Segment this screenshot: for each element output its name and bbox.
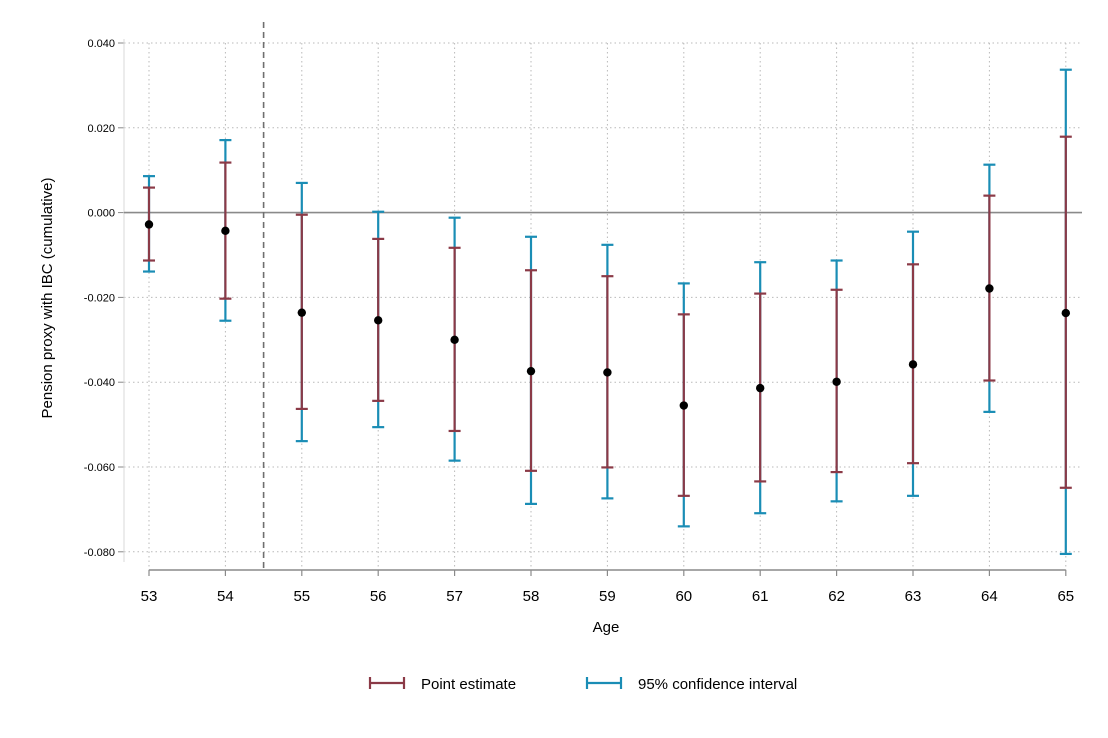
- x-tick-label: 62: [828, 588, 845, 605]
- x-axis: 53 54 55 56 57 58 59 60 61 62 63 64 65: [141, 569, 1074, 605]
- point-estimate-marker: [908, 360, 918, 369]
- legend-label-confidence-interval: 95% confidence interval: [638, 676, 797, 693]
- y-tick-label: -0.080: [84, 547, 115, 559]
- x-axis-title: Age: [593, 619, 620, 636]
- point-estimate-marker: [832, 377, 841, 386]
- point-estimate-marker: [1061, 308, 1071, 318]
- y-tick-label: 0.040: [87, 38, 115, 50]
- x-tick-label: 64: [981, 588, 998, 605]
- point-estimate-marker: [144, 220, 154, 229]
- x-tick-label: 54: [217, 588, 234, 605]
- y-axis: 0.040 0.020 0.000 -0.020 -0.040 -0.060 -0.080: [84, 38, 125, 562]
- x-tick-label: 61: [752, 588, 769, 605]
- y-tick-label: -0.060: [84, 462, 115, 474]
- x-tick-label: 53: [141, 588, 158, 605]
- x-tick-label: 60: [675, 588, 692, 605]
- plot-area: [124, 22, 1082, 570]
- y-tick-label: 0.020: [87, 123, 115, 135]
- point-estimate-marker: [985, 284, 994, 293]
- legend-label-point-estimate: Point estimate: [421, 676, 516, 693]
- x-tick-label: 65: [1057, 588, 1074, 605]
- point-estimate-marker: [679, 401, 688, 410]
- grid: [124, 42, 1082, 570]
- x-tick-label: 55: [293, 588, 310, 605]
- y-tick-label: 0.000: [87, 208, 115, 220]
- legend-item-point-estimate: Point estimate: [368, 676, 516, 693]
- point-estimate-marker: [450, 335, 459, 344]
- x-tick-label: 59: [599, 588, 616, 605]
- legend: Point estimate 95% confidence interval: [368, 676, 797, 693]
- x-tick-label: 58: [523, 588, 540, 605]
- point-estimate-marker: [374, 316, 383, 325]
- x-tick-label: 56: [370, 588, 387, 605]
- x-tick-label: 63: [905, 588, 922, 605]
- y-tick-label: -0.020: [84, 292, 115, 304]
- point-estimate-marker: [603, 368, 612, 377]
- point-estimate-marker: [526, 366, 536, 376]
- x-tick-label: 57: [446, 588, 463, 605]
- y-axis-title: Pension proxy with IBC (cumulative): [39, 178, 56, 419]
- point-estimate-marker: [221, 226, 230, 236]
- point-estimate-marker: [756, 383, 765, 393]
- point-estimate-marker: [297, 308, 306, 317]
- y-tick-label: -0.040: [84, 377, 115, 389]
- legend-item-confidence-interval: 95% confidence interval: [585, 676, 797, 693]
